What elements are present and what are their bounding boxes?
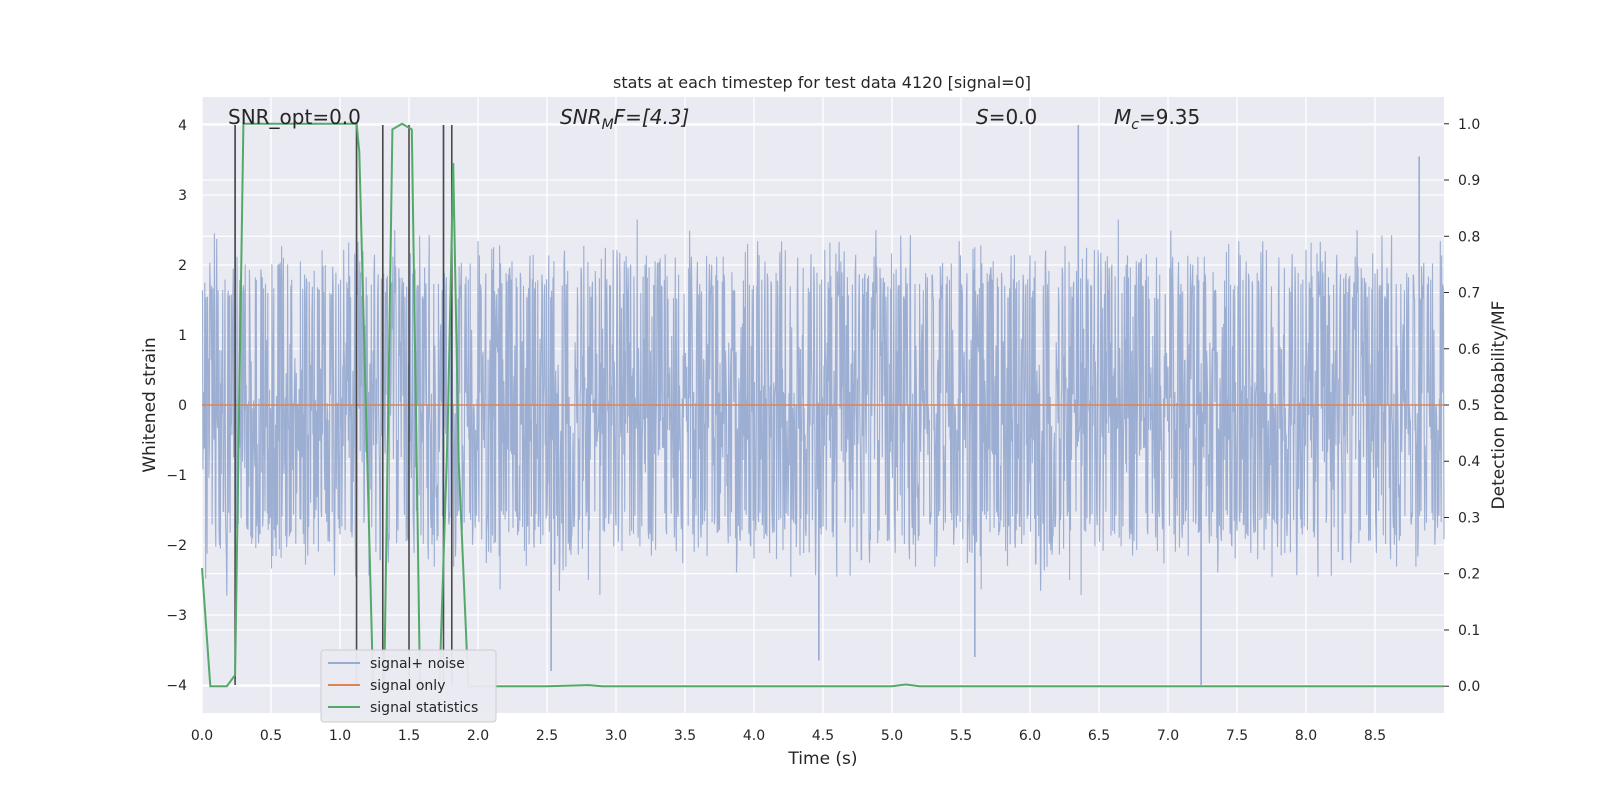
x-axis-ticks: 0.0 0.5 1.0 1.5 2.0 2.5 3.0 3.5 4.0 4.5 5.0 5.5 6.0 6… (191, 728, 1386, 744)
y2-tick-label: 0.1 (1458, 623, 1480, 639)
x-tick-label: 2.0 (467, 728, 489, 744)
x-tick-label: 6.5 (1088, 728, 1110, 744)
annotation-main: SNR_opt=0.0 (228, 105, 361, 129)
y2-tick-label: 1.0 (1458, 117, 1480, 133)
annotation-sub: c (1131, 117, 1139, 133)
series-signal-statistics (201, 122, 1444, 688)
x-tick-label: 8.0 (1295, 728, 1317, 744)
annotation-main: S (976, 105, 989, 129)
y-tick-label: 3 (178, 188, 187, 204)
y-tick-label: 0 (178, 398, 187, 414)
x-tick-label: 3.5 (674, 728, 696, 744)
statistics-line (201, 122, 1444, 688)
x-tick-label: 1.0 (329, 728, 351, 744)
y2-tick-label: 0.6 (1458, 342, 1480, 358)
x-tick-label: 6.0 (1019, 728, 1041, 744)
y-tick-label: −2 (166, 538, 187, 554)
y2-axis-label: Detection probability/MF (1489, 301, 1509, 510)
annotation-main: SNR (560, 105, 602, 129)
annotation-1: SNRMF=[4.3] (560, 105, 689, 133)
annotation-2: S=0.0 (976, 105, 1037, 129)
x-tick-label: 4.5 (812, 728, 834, 744)
y2-tick-label: 0.3 (1458, 510, 1480, 526)
legend-label: signal+ noise (370, 656, 465, 672)
x-tick-label: 2.5 (536, 728, 558, 744)
y2-tick-label: 0.0 (1458, 679, 1480, 695)
annotation-3: Mc=9.35 (1114, 105, 1200, 133)
x-tick-label: 1.5 (398, 728, 420, 744)
annotation-tail: =0.0 (989, 105, 1038, 129)
annotation-tail: =9.35 (1139, 105, 1200, 129)
annotation-main: M (1114, 105, 1131, 129)
y2-tick-label: 0.7 (1458, 286, 1480, 302)
legend: signal+ noise signal only signal statistic… (320, 649, 497, 723)
y-tick-label: 2 (178, 258, 187, 274)
x-tick-label: 7.5 (1226, 728, 1248, 744)
legend-label: signal statistics (370, 700, 478, 716)
y-tick-label: −3 (166, 608, 187, 624)
chart-title: stats at each timestep for test data 412… (613, 73, 1031, 92)
annotation-0: SNR_opt=0.0 (228, 105, 361, 129)
x-tick-label: 0.5 (260, 728, 282, 744)
y-axis-label: Whitened strain (140, 337, 160, 472)
x-tick-label: 5.5 (950, 728, 972, 744)
x-tick-label: 7.0 (1157, 728, 1179, 744)
x-tick-label: 0.0 (191, 728, 213, 744)
annotation-sub: M (602, 117, 614, 133)
x-tick-label: 3.0 (605, 728, 627, 744)
y-tick-label: −1 (166, 468, 187, 484)
y2-tick-label: 0.2 (1458, 567, 1480, 583)
y2-axis-ticks: 1.0 0.9 0.8 0.7 0.6 0.5 0.4 0.3 0.2 0.1 0.0 (1444, 117, 1480, 695)
x-tick-label: 4.0 (743, 728, 765, 744)
annotation-tail: F=[4.3] (614, 105, 690, 129)
legend-box (320, 649, 497, 723)
y-tick-label: 1 (178, 328, 187, 344)
legend-label: signal only (370, 678, 445, 694)
x-tick-label: 5.0 (881, 728, 903, 744)
y2-tick-label: 0.4 (1458, 454, 1480, 470)
y2-tick-label: 0.8 (1458, 229, 1480, 245)
x-tick-label: 8.5 (1364, 728, 1386, 744)
y2-tick-label: 0.5 (1458, 398, 1480, 414)
y2-tick-label: 0.9 (1458, 173, 1480, 189)
y-tick-label: 4 (178, 118, 187, 134)
y-tick-label: −4 (166, 678, 187, 694)
x-axis-label: Time (s) (787, 749, 857, 769)
annotations: SNR_opt=0.0 SNRMF=[4.3] S=0.0 Mc=9.35 (228, 105, 1200, 133)
y-axis-ticks: 4 3 2 1 0 −1 −2 −3 −4 (166, 118, 187, 694)
